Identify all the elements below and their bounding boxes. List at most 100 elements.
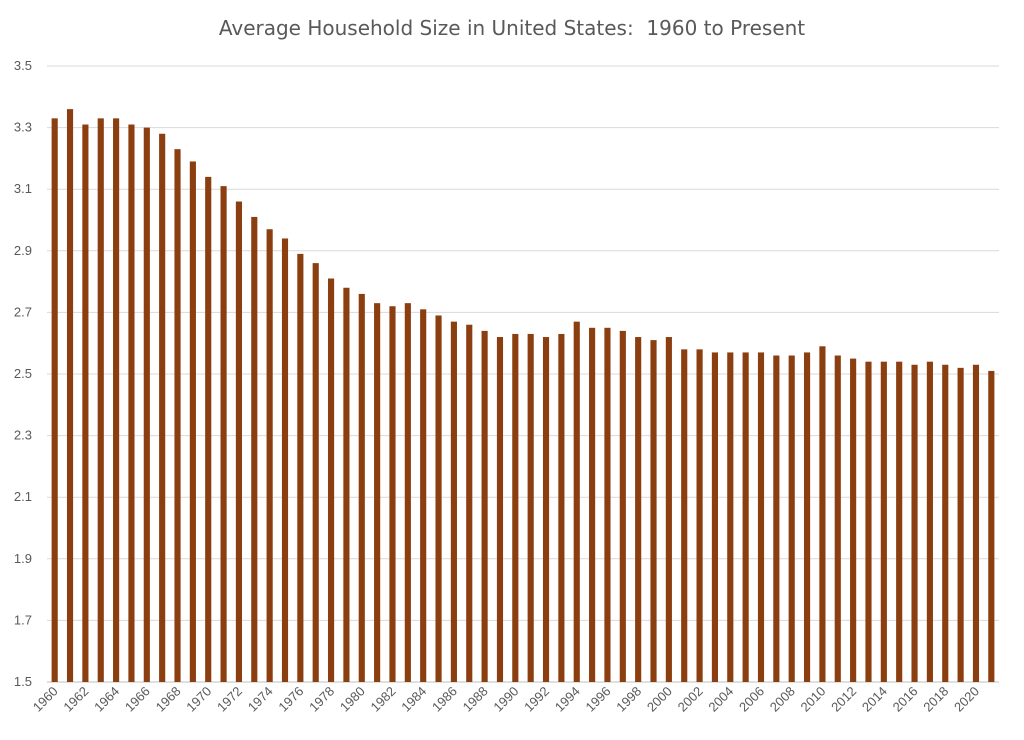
bar-2005 bbox=[742, 352, 749, 682]
bar-2002 bbox=[696, 349, 703, 682]
bar-1972 bbox=[235, 201, 242, 682]
bar-1982 bbox=[389, 306, 396, 682]
x-tick-label: 1996 bbox=[583, 684, 614, 715]
bar-1994 bbox=[573, 321, 580, 682]
x-tick-label: 2012 bbox=[828, 684, 859, 715]
y-tick-label: 2.1 bbox=[14, 489, 32, 504]
x-tick-label: 1984 bbox=[398, 684, 429, 715]
x-tick-label: 1994 bbox=[552, 684, 583, 715]
x-tick-label: 1968 bbox=[153, 684, 184, 715]
y-tick-label: 1.9 bbox=[14, 551, 32, 566]
x-tick-label: 1982 bbox=[368, 684, 399, 715]
x-tick-label: 1978 bbox=[306, 684, 337, 715]
bar-2009 bbox=[803, 352, 811, 682]
bar-1986 bbox=[450, 321, 457, 682]
x-tick-label: 1990 bbox=[490, 684, 521, 715]
bar-1984 bbox=[420, 309, 427, 682]
bar-1985 bbox=[435, 315, 442, 682]
bar-1979 bbox=[343, 287, 350, 682]
bar-2010 bbox=[819, 346, 826, 682]
bar-2019 bbox=[957, 367, 964, 682]
y-tick-label: 3.1 bbox=[14, 181, 32, 196]
bar-1977 bbox=[312, 263, 319, 682]
bar-1965 bbox=[128, 124, 135, 682]
x-tick-label: 1998 bbox=[613, 684, 644, 715]
bar-1980 bbox=[358, 293, 365, 682]
x-tick-label: 1970 bbox=[183, 684, 214, 715]
bar-1989 bbox=[496, 337, 504, 682]
x-tick-label: 2002 bbox=[675, 684, 706, 715]
bar-1983 bbox=[404, 303, 411, 682]
x-tick-label: 1964 bbox=[91, 684, 122, 715]
bar-2003 bbox=[711, 352, 718, 682]
bar-1996 bbox=[604, 327, 611, 682]
bar-1960 bbox=[51, 118, 58, 683]
bar-1964 bbox=[113, 118, 120, 683]
bar-1978 bbox=[327, 278, 335, 682]
bar-2016 bbox=[911, 364, 918, 682]
x-tick-label: 1986 bbox=[429, 684, 460, 715]
y-tick-label: 2.3 bbox=[14, 428, 32, 443]
bar-1981 bbox=[374, 303, 381, 682]
bar-1963 bbox=[97, 118, 104, 683]
bar-1997 bbox=[619, 330, 626, 682]
x-tick-label: 1960 bbox=[30, 684, 61, 715]
x-tick-label: 1992 bbox=[521, 684, 552, 715]
bar-1962 bbox=[82, 124, 89, 682]
bar-1998 bbox=[635, 337, 642, 682]
x-tick-label: 1966 bbox=[122, 684, 153, 715]
bar-2014 bbox=[880, 361, 887, 682]
x-tick-label: 1976 bbox=[275, 684, 306, 715]
bar-1999 bbox=[650, 340, 657, 682]
bar-2000 bbox=[665, 337, 672, 682]
bar-1990 bbox=[512, 333, 519, 682]
bar-1973 bbox=[251, 216, 258, 683]
y-tick-label: 2.9 bbox=[14, 243, 32, 258]
bar-series bbox=[51, 109, 995, 683]
y-tick-label: 1.7 bbox=[14, 612, 32, 627]
y-tick-label: 2.7 bbox=[14, 304, 32, 319]
bar-1966 bbox=[143, 127, 150, 683]
bar-1995 bbox=[589, 327, 596, 682]
bar-1993 bbox=[558, 333, 565, 682]
bar-2001 bbox=[681, 349, 688, 682]
x-tick-label: 2020 bbox=[951, 684, 982, 715]
bar-2017 bbox=[926, 361, 933, 682]
bar-2015 bbox=[896, 361, 903, 682]
x-tick-label: 1972 bbox=[214, 684, 245, 715]
x-tick-label: 1980 bbox=[337, 684, 368, 715]
x-tick-label: 2000 bbox=[644, 684, 675, 715]
bar-2007 bbox=[773, 355, 780, 682]
bar-1992 bbox=[542, 337, 550, 682]
bar-1991 bbox=[527, 333, 534, 682]
bar-2008 bbox=[788, 355, 795, 682]
bar-1967 bbox=[159, 133, 166, 682]
x-tick-label: 2016 bbox=[890, 684, 921, 715]
bar-1961 bbox=[66, 109, 74, 683]
x-tick-label: 2014 bbox=[859, 684, 890, 715]
bar-1971 bbox=[220, 186, 227, 682]
bar-1969 bbox=[189, 161, 196, 683]
x-tick-label: 2006 bbox=[736, 684, 767, 715]
y-tick-label: 3.3 bbox=[14, 120, 32, 135]
y-tick-label: 2.5 bbox=[14, 366, 32, 381]
bar-1974 bbox=[266, 229, 273, 683]
x-tick-label: 2010 bbox=[797, 684, 828, 715]
x-tick-label: 1962 bbox=[60, 684, 91, 715]
bar-1968 bbox=[174, 149, 181, 682]
bar-2011 bbox=[834, 355, 841, 682]
bar-2021 bbox=[988, 370, 995, 682]
bar-2004 bbox=[727, 352, 734, 682]
bar-2018 bbox=[942, 364, 949, 682]
bar-1988 bbox=[481, 330, 488, 682]
x-tick-label: 2008 bbox=[767, 684, 798, 715]
y-tick-label: 1.5 bbox=[14, 674, 32, 689]
bar-2020 bbox=[972, 364, 980, 682]
bar-1975 bbox=[281, 238, 289, 683]
x-tick-label: 2004 bbox=[705, 684, 736, 715]
bar-2012 bbox=[850, 358, 857, 682]
y-axis: 1.5 1.7 1.9 2.1 2.3 2.5 2.7 2.9 3.1 3.3 3.5 bbox=[14, 58, 32, 689]
x-tick-label: 1974 bbox=[245, 684, 276, 715]
bar-1976 bbox=[297, 253, 304, 682]
